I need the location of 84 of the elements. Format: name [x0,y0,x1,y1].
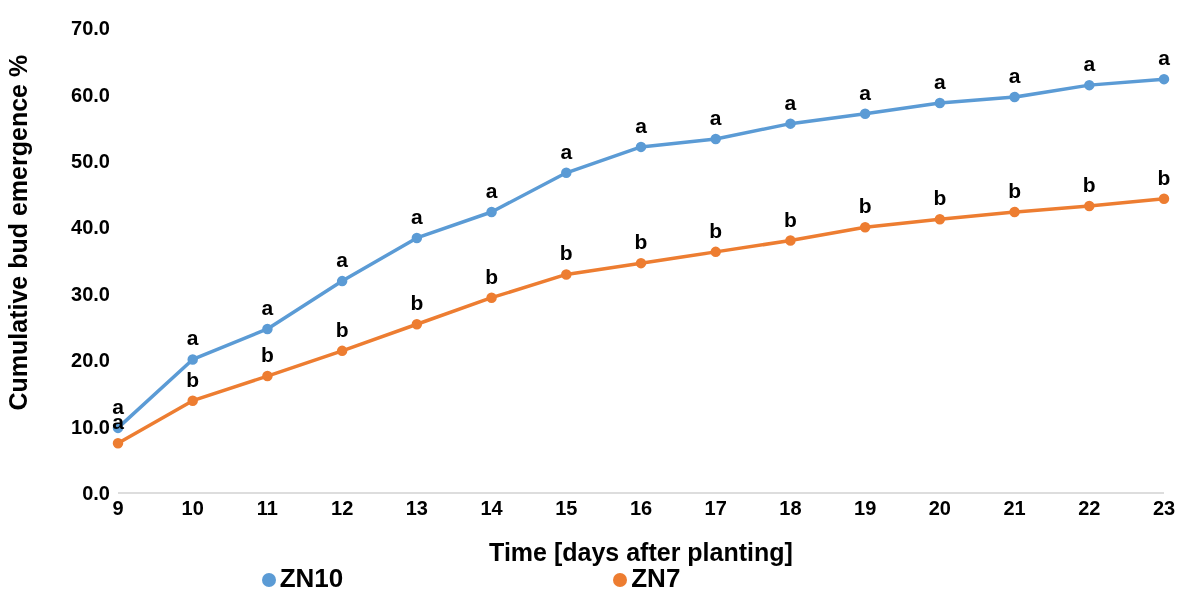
annotation: b [1157,165,1171,189]
point [411,232,423,244]
point [187,354,198,365]
point [112,437,124,449]
x-axis-title: Time [days after planting] [489,538,793,566]
x-tick-label: 10 [181,497,204,520]
point [262,370,273,382]
annotation: a [934,70,947,94]
point [1084,200,1095,212]
annotation: b [261,343,274,367]
x-tick-label: 12 [331,497,354,520]
y-tick-label: 60.0 [71,83,110,106]
annotation: a [186,326,199,350]
y-tick-label: 40.0 [71,216,110,239]
legend-label: ZN10 [279,563,344,593]
point [934,97,946,109]
point [1158,193,1170,204]
annotation: a [784,90,797,114]
x-tick-label: 15 [555,497,578,520]
point [859,108,871,119]
x-tick-label: 21 [1003,497,1026,520]
annotation: a [1008,64,1021,88]
annotation: b [709,218,723,242]
point [561,167,572,179]
y-tick-label: 10.0 [71,415,110,438]
point [1158,73,1170,85]
point [486,206,497,218]
x-tick-label: 9 [112,497,124,520]
annotation: b [1008,179,1021,203]
x-tick-label: 19 [854,497,877,520]
point [336,345,348,357]
annotation: a [859,80,872,104]
point [336,275,348,287]
point [710,133,721,145]
y-tick-label: 0.0 [82,482,110,505]
point [785,235,796,246]
point [1009,91,1020,103]
annotation: b [186,367,200,391]
annotation: a [336,248,349,272]
x-tick-label: 22 [1078,497,1101,520]
y-tick-label: 50.0 [71,149,110,172]
point [710,246,721,258]
annotation: b [1082,173,1096,197]
annotation: b [784,207,797,231]
y-tick-label: 30.0 [71,282,110,305]
y-tick-label: 70.0 [71,17,110,40]
annotation: b [485,264,498,288]
x-tick-label: 11 [256,497,279,520]
x-tick-label: 14 [480,497,504,520]
annotation: b [858,194,872,218]
annotation: b [933,186,947,210]
annotation: a [1158,46,1171,70]
annotation: a [1083,52,1096,76]
point [635,141,647,153]
annotation: b [335,317,349,341]
x-tick-label: 16 [629,497,653,520]
x-tick-label: 18 [779,497,802,520]
point [262,323,273,335]
point [1009,206,1020,218]
point [785,118,796,129]
x-tick-label: 17 [704,497,727,520]
y-axis-title: Cumulative bud emergence % [3,54,32,411]
y-tick-label: 20.0 [71,349,110,372]
point [635,257,647,269]
point [859,222,871,233]
point [561,269,572,280]
annotation: a [560,139,573,163]
annotation: a [635,113,648,137]
annotation: b [559,241,573,265]
point [934,214,946,225]
annotation: a [709,105,722,129]
point [1084,79,1095,91]
annotation: a [261,295,274,319]
x-tick-label: 20 [928,497,951,520]
point [411,319,423,330]
legend-label: ZN7 [631,563,681,593]
annotation: a [411,204,424,228]
annotation: a [485,179,498,203]
x-tick-label: 13 [405,497,428,520]
annotation: b [410,291,424,315]
point [486,292,497,303]
x-tick-label: 23 [1152,497,1176,520]
annotation: b [634,230,648,254]
point [187,395,198,406]
